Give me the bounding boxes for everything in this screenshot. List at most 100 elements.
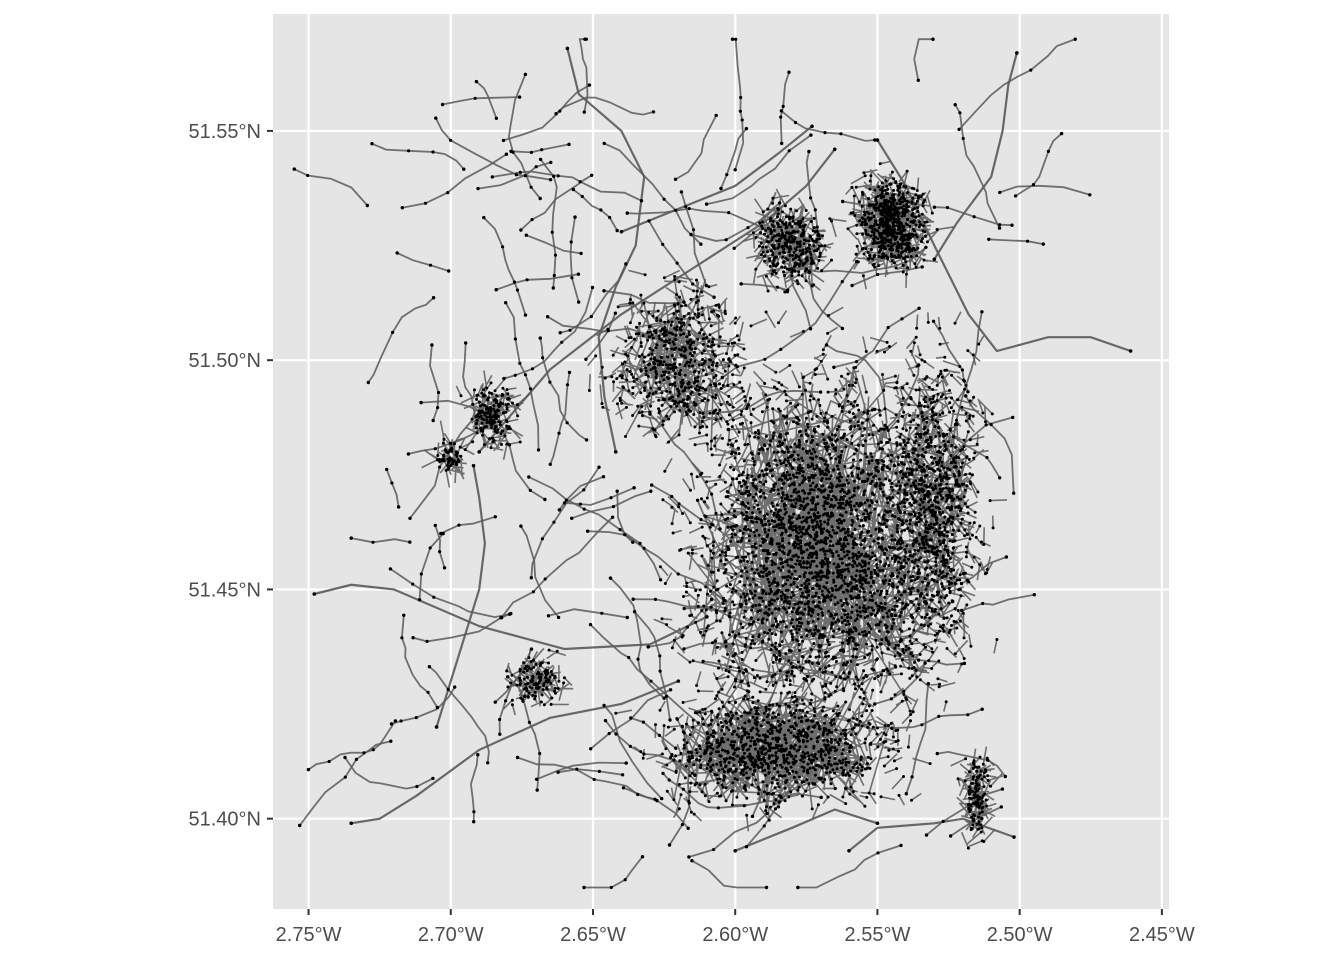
street-node	[752, 764, 756, 768]
street-node	[935, 580, 939, 584]
street-node	[899, 664, 903, 668]
street-node	[767, 707, 771, 711]
street-node	[930, 414, 934, 418]
street-node	[862, 493, 866, 497]
street-node	[744, 636, 748, 640]
street-node	[748, 752, 752, 756]
street-node	[908, 473, 911, 477]
street-node	[891, 233, 895, 236]
street-node	[779, 727, 783, 731]
street-node	[813, 768, 817, 772]
street-node	[678, 759, 682, 763]
branch-road	[558, 475, 604, 511]
street-node	[934, 564, 938, 567]
street-node	[677, 783, 681, 786]
street-node	[716, 777, 720, 781]
street-node	[791, 665, 795, 668]
street-node	[890, 255, 894, 259]
street-node	[941, 487, 945, 491]
road-end-node	[312, 592, 317, 596]
street-node	[725, 726, 729, 729]
street-node	[904, 249, 908, 253]
street-node	[935, 399, 939, 402]
street-node	[761, 763, 765, 767]
street-node	[917, 568, 921, 572]
street-node	[777, 381, 781, 385]
street-node	[781, 550, 785, 554]
street-node	[870, 644, 874, 648]
street-node	[720, 687, 724, 691]
street-node	[745, 776, 749, 780]
street-node	[792, 580, 796, 584]
street-node	[851, 577, 855, 581]
street-node	[919, 507, 923, 511]
street-node	[844, 700, 848, 704]
street-node	[876, 675, 880, 678]
street-node	[921, 447, 925, 451]
street-node	[799, 535, 803, 539]
street-node	[881, 548, 885, 552]
street-node	[755, 674, 759, 677]
branch-road	[706, 742, 822, 799]
street-node	[856, 517, 860, 521]
street-node	[834, 388, 838, 392]
street-node	[797, 716, 801, 720]
street-node	[772, 431, 776, 435]
street-node	[869, 757, 873, 761]
street-node	[918, 546, 922, 550]
street-node	[846, 542, 850, 546]
street-node	[933, 400, 936, 404]
street-node	[800, 504, 803, 507]
street-node	[750, 567, 754, 571]
street-node	[943, 564, 947, 568]
street-node	[798, 463, 802, 467]
street-node	[735, 477, 739, 481]
street-node	[804, 714, 807, 718]
street-node	[949, 576, 953, 580]
street-node	[877, 529, 881, 533]
street-node	[971, 473, 974, 477]
street-node	[912, 561, 916, 564]
street-node	[736, 717, 740, 720]
street-node	[896, 524, 899, 527]
street-node	[822, 504, 826, 508]
street-node	[733, 777, 737, 781]
street-node	[811, 608, 815, 612]
street-node	[782, 761, 786, 765]
street-node	[944, 447, 948, 451]
street-node	[867, 630, 871, 634]
street-node	[745, 570, 749, 574]
street-node	[767, 570, 771, 574]
street-node	[898, 202, 902, 206]
street-node	[728, 438, 732, 442]
street-node	[829, 626, 833, 630]
street-node	[854, 447, 858, 451]
branch-road	[961, 593, 1035, 612]
street-node	[776, 740, 780, 743]
street-node	[777, 545, 781, 549]
street-node	[916, 549, 920, 553]
street-node	[912, 418, 916, 422]
street-node	[772, 592, 776, 596]
street-node	[672, 727, 676, 731]
street-node	[896, 463, 900, 466]
street-node	[689, 781, 693, 785]
street-node	[872, 205, 876, 209]
street-node	[787, 719, 791, 723]
street-node	[700, 790, 704, 794]
street-node	[978, 524, 982, 528]
street-node	[902, 497, 906, 501]
street-node	[828, 505, 832, 509]
street-node	[910, 503, 914, 507]
street-node	[751, 481, 755, 485]
street-node	[671, 531, 675, 535]
street-node	[872, 255, 876, 258]
street-node	[901, 192, 905, 196]
street-node	[750, 736, 754, 740]
street-node	[703, 782, 707, 786]
street-node	[847, 632, 851, 636]
street-node	[639, 750, 643, 754]
street-node	[860, 714, 864, 718]
street-node	[892, 759, 896, 763]
street-node	[733, 533, 737, 537]
